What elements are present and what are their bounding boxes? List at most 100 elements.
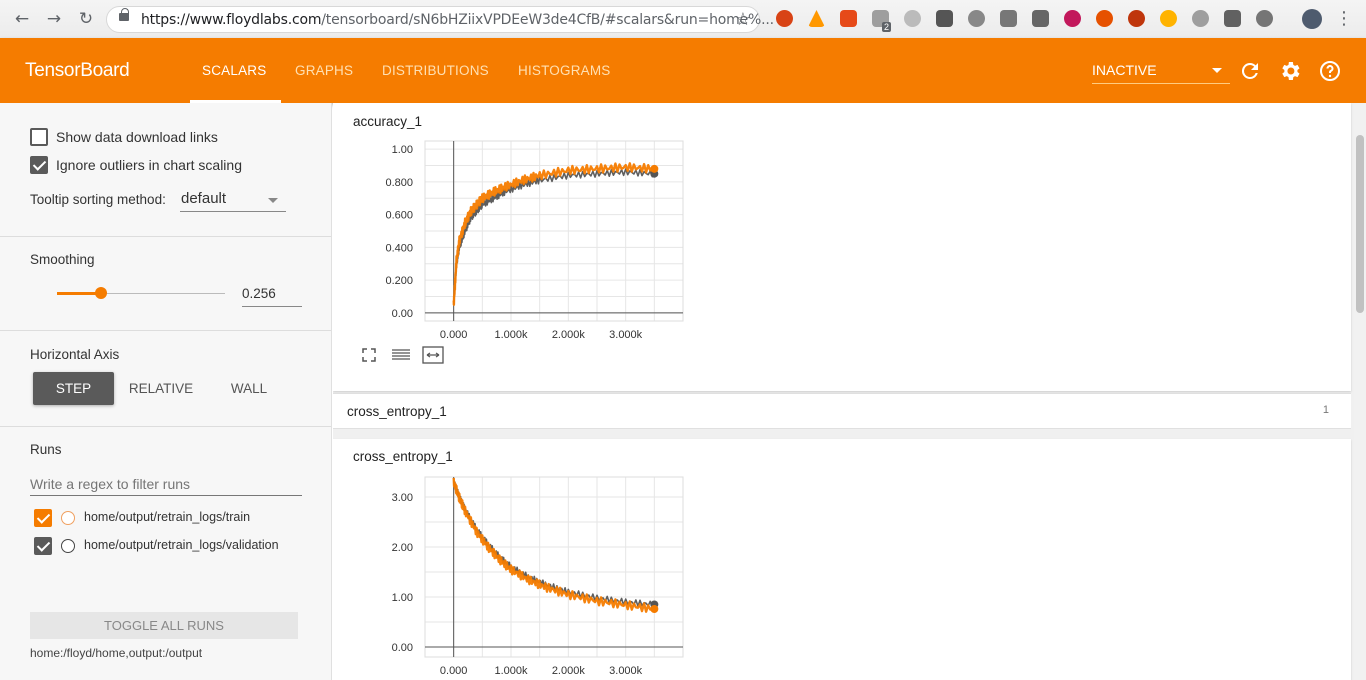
address-bar[interactable]: https://www.floydlabs.com/tensorboard/sN… (106, 6, 774, 33)
run-mapping-text: home:/floyd/home,output:/output (30, 646, 203, 660)
axis-step-button[interactable]: STEP (33, 372, 114, 405)
main-content: accuracy_1 0.00 0.200 0.400 0.600 0.800 1.00 0… (333, 103, 1366, 680)
y-tick-label: 0.200 (385, 275, 413, 287)
smoothing-slider-track[interactable] (57, 293, 225, 294)
run-train-radio[interactable] (61, 511, 75, 525)
x-tick-label: 0.000 (440, 665, 468, 677)
divider (0, 426, 331, 427)
runs-filter-input[interactable] (30, 472, 302, 496)
extension-icon[interactable] (1032, 10, 1049, 27)
plot-area (424, 140, 684, 322)
smoothing-label: Smoothing (30, 252, 95, 267)
extension-icon[interactable] (808, 10, 825, 27)
extension-icon[interactable] (968, 10, 985, 27)
profile-avatar[interactable] (1302, 9, 1322, 29)
y-tick-label: 0.800 (385, 177, 413, 189)
y-tick-label: 1.00 (392, 592, 413, 604)
y-tick-label: 0.00 (392, 642, 413, 654)
refresh-icon[interactable] (1238, 59, 1262, 83)
x-tick-label: 1.000k (494, 329, 528, 341)
extension-icon[interactable] (936, 10, 953, 27)
app-header: TensorBoard SCALARS GRAPHS DISTRIBUTIONS… (0, 38, 1366, 103)
extension-icon[interactable] (1160, 10, 1177, 27)
lock-icon (119, 8, 129, 21)
axis-wall-button[interactable]: WALL (230, 381, 268, 396)
tooltip-sorting-label: Tooltip sorting method: (30, 192, 166, 207)
chevron-down-icon (1212, 68, 1222, 73)
back-icon[interactable]: ← (14, 9, 30, 29)
y-tick-label: 3.00 (392, 492, 413, 504)
group-header-cross-entropy[interactable]: cross_entropy_1 1 (333, 393, 1351, 429)
menu-icon[interactable]: ⋮ (1335, 8, 1353, 29)
chart-title: cross_entropy_1 (353, 449, 453, 464)
extension-icon[interactable] (1224, 10, 1241, 27)
fullscreen-icon[interactable] (361, 347, 377, 363)
series-line (452, 162, 655, 306)
x-tick-label: 3.000k (609, 665, 643, 677)
tooltip-sorting-select[interactable]: default (180, 188, 286, 212)
run-status-value: INACTIVE (1092, 62, 1157, 78)
chevron-down-icon (268, 198, 278, 203)
active-tab-indicator (190, 100, 281, 103)
smoothing-slider-knob[interactable] (95, 287, 107, 299)
y-tick-label: 0.00 (392, 308, 413, 320)
ignore-outliers-checkbox[interactable] (30, 156, 48, 174)
x-tick-label: 0.000 (440, 329, 468, 341)
series-end-point (650, 164, 659, 173)
extension-icon[interactable] (904, 10, 921, 27)
axis-relative-button[interactable]: RELATIVE (128, 381, 194, 396)
browser-toolbar: ← → ↻ https://www.floydlabs.com/tensorbo… (0, 0, 1366, 38)
smoothing-value: 0.256 (242, 286, 276, 301)
extension-icon[interactable] (1000, 10, 1017, 27)
extension-badge: 2 (882, 22, 892, 32)
tab-histograms[interactable]: HISTOGRAMS (518, 63, 611, 78)
divider (0, 330, 331, 331)
forward-icon[interactable]: → (46, 9, 62, 29)
group-title: cross_entropy_1 (347, 404, 447, 419)
toggle-log-scale-icon[interactable] (391, 347, 411, 363)
extension-icon[interactable] (776, 10, 793, 27)
extension-icon[interactable] (1192, 10, 1209, 27)
extension-icon[interactable] (840, 10, 857, 27)
divider (0, 236, 331, 237)
smoothing-input[interactable]: 0.256 (242, 283, 302, 307)
run-status-select[interactable]: INACTIVE (1092, 62, 1230, 84)
extension-icon[interactable] (1128, 10, 1145, 27)
tab-distributions[interactable]: DISTRIBUTIONS (382, 63, 489, 78)
extension-icon[interactable] (1064, 10, 1081, 27)
chart-card-cross-entropy: cross_entropy_1 0.00 1.00 2.00 3.00 0.000 1.0… (333, 439, 1351, 680)
accuracy-chart[interactable]: 0.00 0.200 0.400 0.600 0.800 1.00 0.000 1.000k 2… (333, 133, 693, 348)
run-validation-radio[interactable] (61, 539, 75, 553)
settings-gear-icon[interactable] (1278, 59, 1302, 83)
url-text[interactable]: https://www.floydlabs.com/tensorboard/sN… (141, 12, 774, 28)
show-download-links-checkbox[interactable] (30, 128, 48, 146)
run-train-checkbox[interactable] (34, 509, 52, 527)
y-tick-label: 1.00 (392, 144, 413, 156)
runs-label: Runs (30, 442, 62, 457)
extension-icon[interactable] (1096, 10, 1113, 27)
series-end-point (650, 605, 659, 613)
series-line (452, 477, 655, 613)
bookmark-star-icon[interactable]: ☆ (734, 9, 751, 30)
toggle-all-runs-button[interactable]: TOGGLE ALL RUNS (30, 612, 298, 639)
help-icon[interactable] (1318, 59, 1342, 83)
y-tick-label: 0.400 (385, 242, 413, 254)
tab-scalars[interactable]: SCALARS (202, 63, 267, 78)
fit-domain-icon[interactable] (422, 346, 444, 364)
extension-icon[interactable] (1256, 10, 1273, 27)
y-tick-label: 0.600 (385, 210, 413, 222)
x-tick-label: 1.000k (494, 665, 528, 677)
tab-graphs[interactable]: GRAPHS (295, 63, 354, 78)
plot-area (424, 476, 684, 658)
series-line (452, 168, 655, 305)
reload-icon[interactable]: ↻ (78, 9, 94, 29)
scrollbar-thumb[interactable] (1356, 135, 1364, 313)
run-validation-label: home/output/retrain_logs/validation (84, 538, 279, 552)
group-count: 1 (1322, 404, 1329, 416)
x-tick-label: 3.000k (609, 329, 643, 341)
smoothing-slider-fill (57, 292, 101, 295)
horizontal-axis-label: Horizontal Axis (30, 347, 120, 362)
cross-entropy-chart[interactable]: 0.00 1.00 2.00 3.00 0.000 1.000k 2.000k 3.000k (333, 469, 693, 680)
y-tick-label: 2.00 (392, 542, 413, 554)
run-validation-checkbox[interactable] (34, 537, 52, 555)
